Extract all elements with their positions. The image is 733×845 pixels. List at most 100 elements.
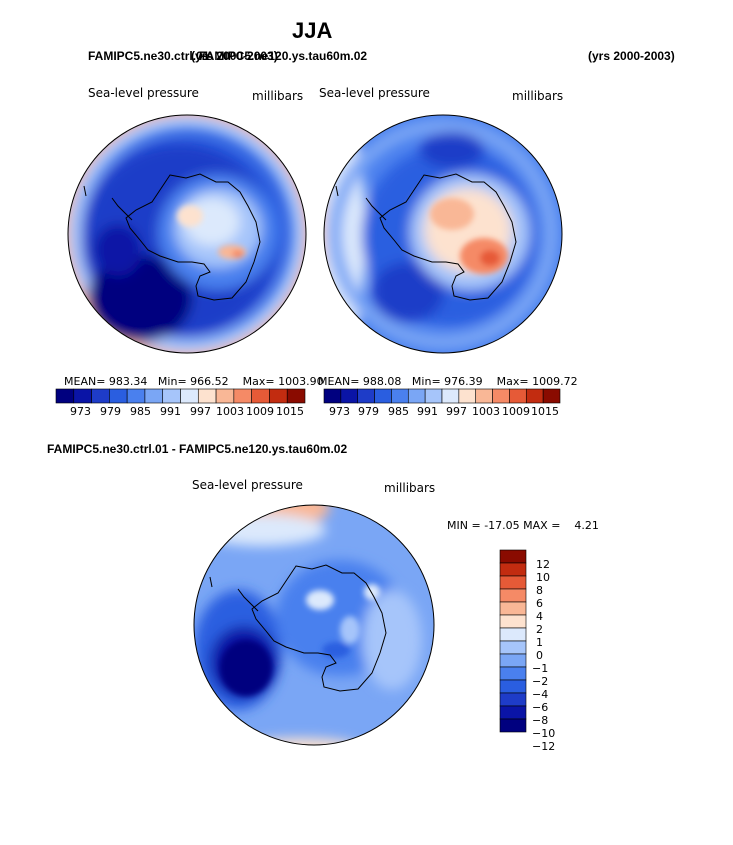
case1-title: FAMIPC5.ne30.ctrl.01 xyxy=(88,49,210,63)
right-tick: 1015 xyxy=(531,405,559,418)
diff-tick: 4 xyxy=(536,610,543,623)
left-units: millibars xyxy=(252,89,304,103)
left-tick: 997 xyxy=(190,405,211,418)
diff-colorbar-swatch xyxy=(499,666,527,681)
right-mean-value: 988.08 xyxy=(362,375,402,388)
left-colorbar xyxy=(55,388,306,404)
right-high-peak xyxy=(480,250,500,266)
diff-tick: 0 xyxy=(536,649,543,662)
case1-years: (yrs 2000-2003) xyxy=(191,49,278,63)
diff-tick: −1 xyxy=(532,662,549,675)
left-min-value: 966.52 xyxy=(190,375,229,388)
diff-tick: −4 xyxy=(532,688,549,701)
left-coastline xyxy=(83,173,261,301)
diff-continent-noise-3 xyxy=(364,584,380,600)
right-units: millibars xyxy=(512,89,564,103)
diff-tick: −8 xyxy=(532,714,549,727)
diff-variable-title: Sea-level pressure xyxy=(192,478,303,492)
diff-colorbar-swatch xyxy=(499,692,527,707)
right-tick: 1009 xyxy=(502,405,530,418)
diff-tick: 10 xyxy=(536,571,550,584)
diff-tick: −10 xyxy=(532,727,556,740)
diff-tick: 6 xyxy=(536,597,543,610)
diff-colorbar-swatch xyxy=(499,640,527,655)
right-max-value: 1009.72 xyxy=(532,375,578,388)
right-low-west xyxy=(372,262,444,322)
diff-colorbar-swatch xyxy=(499,549,527,564)
diff-tick: 2 xyxy=(536,623,543,636)
right-ring-light xyxy=(328,119,558,349)
diff-continent-noise-2 xyxy=(340,616,360,644)
right-stats: MEAN= 988.08 Min= 976.39 Max= 1009.72 xyxy=(318,375,578,388)
diff-tick: −12 xyxy=(532,740,556,753)
right-map-border xyxy=(323,114,563,354)
right-tick: 979 xyxy=(358,405,379,418)
diff-tick: 8 xyxy=(536,584,543,597)
diff-map-border xyxy=(193,504,435,746)
left-tick: 1003 xyxy=(216,405,244,418)
left-tick: 985 xyxy=(130,405,151,418)
diff-colorbar-swatch xyxy=(499,718,527,733)
diff-tick: 12 xyxy=(536,558,550,571)
diff-continent-noise-4 xyxy=(322,642,350,658)
diff-units: millibars xyxy=(384,481,436,495)
left-mean-value: 983.34 xyxy=(108,375,148,388)
right-min-value: 976.39 xyxy=(444,375,483,388)
left-map-border xyxy=(67,114,307,354)
right-coastline xyxy=(335,173,517,301)
right-tick: 1003 xyxy=(472,405,500,418)
left-tick: 979 xyxy=(100,405,121,418)
right-colorbar xyxy=(323,388,561,404)
diff-colorbar-swatch xyxy=(499,653,527,668)
left-high-peak xyxy=(232,250,244,258)
left-tick: 973 xyxy=(70,405,91,418)
difference-title: FAMIPC5.ne30.ctrl.01 - FAMIPC5.ne120.ys.… xyxy=(47,442,348,456)
right-low-north xyxy=(420,132,484,168)
right-variable-title: Sea-level pressure xyxy=(319,86,430,100)
diff-low-core xyxy=(220,640,272,696)
diff-colorbar-swatch xyxy=(499,679,527,694)
diff-tick: 1 xyxy=(536,636,543,649)
right-tick: 997 xyxy=(446,405,467,418)
colorbar-swatch xyxy=(286,388,306,404)
diff-east-light xyxy=(362,590,422,690)
diff-colorbar-swatch xyxy=(499,588,527,603)
diff-nw-neutral xyxy=(198,514,326,546)
left-variable-title: Sea-level pressure xyxy=(88,86,199,100)
left-ring-light xyxy=(68,115,306,353)
left-low-deep-2 xyxy=(94,224,142,276)
diff-coastline xyxy=(209,564,387,692)
case2-years: (yrs 2000-2003) xyxy=(588,49,675,63)
diff-colorbar-swatch xyxy=(499,705,527,720)
left-high-center xyxy=(177,205,203,227)
left-tick: 1015 xyxy=(276,405,304,418)
right-tick: 973 xyxy=(329,405,350,418)
diff-min-value: -17.05 xyxy=(484,519,520,532)
case2-title: FAMIPC5.ne120.ys.tau60m.02 xyxy=(199,49,368,63)
right-tick: 991 xyxy=(417,405,438,418)
left-low-deep xyxy=(88,254,192,342)
season-title: JJA xyxy=(292,18,333,43)
diff-stats: MIN = -17.05 MAX = 4.21 xyxy=(447,519,599,532)
diff-colorbar-swatch xyxy=(499,575,527,590)
left-stats: MEAN= 983.34 Min= 966.52 Max= 1003.90 xyxy=(64,375,324,388)
diff-continent-noise-1 xyxy=(306,590,334,610)
diff-se-positive xyxy=(240,738,360,745)
diff-colorbar-swatch xyxy=(499,627,527,642)
diff-max-value: 4.21 xyxy=(574,519,599,532)
diff-colorbar-swatch xyxy=(499,601,527,616)
left-tick: 1009 xyxy=(246,405,274,418)
right-high-north xyxy=(430,198,474,230)
right-tick: 985 xyxy=(388,405,409,418)
diff-tick: −2 xyxy=(532,675,549,688)
diff-colorbar-swatch xyxy=(499,614,527,629)
left-tick: 991 xyxy=(160,405,181,418)
diff-colorbar-swatch xyxy=(499,562,527,577)
difference-colorbar xyxy=(499,549,527,733)
diff-tick: −6 xyxy=(532,701,549,714)
left-max-value: 1003.90 xyxy=(278,375,324,388)
colorbar-swatch xyxy=(542,388,561,404)
